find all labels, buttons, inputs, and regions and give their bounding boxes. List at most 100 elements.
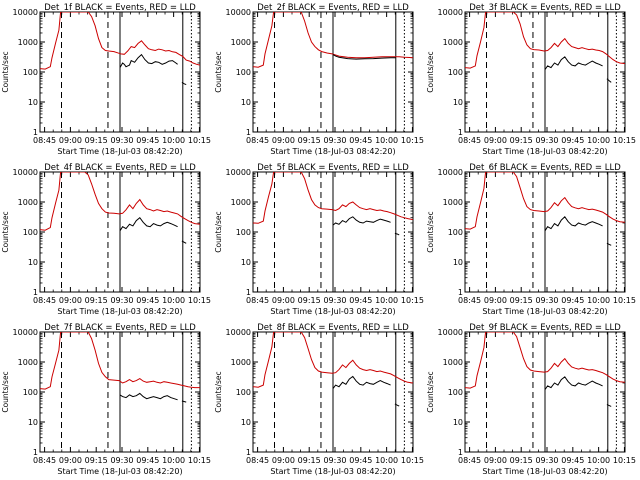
events-series-line [544,56,603,70]
x-tick-label: 09:30 [110,296,133,305]
y-axis-label: Counts/sec [426,211,435,252]
x-tick-label: 10:00 [162,456,185,465]
events-series-line [332,216,391,226]
x-tick-label: 09:00 [272,456,295,465]
x-tick-label: 09:30 [535,296,558,305]
x-tick-label: 10:00 [375,296,398,305]
x-tick-label: 09:45 [561,456,584,465]
y-tick-label: 10000 [226,168,251,177]
x-tick-label: 09:45 [349,296,372,305]
x-tick-label: 09:00 [484,296,507,305]
detector-panel: Det_4f BLACK = Events, RED = LLD 1 10 100 10… [1,163,211,316]
x-axis-label: Start Time (18-Jul-03 08:42:20) [482,147,607,156]
x-tick-label: 09:00 [484,136,507,145]
x-tick-label: 10:15 [613,296,636,305]
y-tick-label: 100 [448,388,463,397]
detector-panel: Det_8f BLACK = Events, RED = LLD 1 10 100 10… [214,323,424,476]
x-axis-label: Start Time (18-Jul-03 08:42:20) [270,307,395,316]
y-tick-label: 100 [23,68,38,77]
events-series-line [606,78,612,83]
y-axis-label: Counts/sec [214,211,223,252]
x-tick-label: 10:15 [401,296,424,305]
y-tick-label: 10000 [438,328,463,337]
lld-series-line [253,332,413,388]
panel-title: Det_3f BLACK = Events, RED = LLD [469,3,621,13]
x-tick-label: 09:45 [349,136,372,145]
events-series-line [606,242,612,246]
x-axis-label: Start Time (18-Jul-03 08:42:20) [270,467,395,476]
x-axis-label: Start Time (18-Jul-03 08:42:20) [270,147,395,156]
x-tick-label: 10:00 [162,296,185,305]
x-tick-label: 10:15 [188,456,211,465]
events-series-line [544,376,603,390]
y-tick-label: 10 [453,98,463,107]
y-tick-label: 10 [28,418,38,427]
events-series-line [332,54,396,60]
events-series-line [119,53,178,68]
y-tick-label: 1000 [443,38,463,47]
events-series-line [394,403,400,407]
detector-panel: Det_5f BLACK = Events, RED = LLD 1 10 100 10… [214,163,424,316]
y-axis-label: Counts/sec [1,51,10,92]
lld-series-line [40,172,200,231]
x-tick-label: 09:45 [136,296,159,305]
lld-series-line [40,12,200,70]
y-tick-label: 1 [458,288,463,297]
y-tick-label: 10 [241,258,251,267]
x-tick-label: 09:00 [59,456,82,465]
x-axis-label: Start Time (18-Jul-03 08:42:20) [57,147,182,156]
y-axis-label: Counts/sec [1,371,10,412]
y-tick-label: 100 [23,228,38,237]
x-tick-label: 08:45 [458,456,481,465]
y-tick-label: 1 [458,448,463,457]
x-tick-label: 10:00 [375,456,398,465]
y-tick-label: 10 [241,98,251,107]
x-axis-label: Start Time (18-Jul-03 08:42:20) [482,467,607,476]
lld-series-line [40,332,200,390]
x-tick-label: 09:15 [85,136,108,145]
x-tick-label: 08:45 [33,456,56,465]
y-tick-label: 10000 [438,168,463,177]
x-tick-label: 10:15 [613,456,636,465]
panel-title: Det_1f BLACK = Events, RED = LLD [44,3,196,13]
y-tick-label: 1 [246,448,251,457]
x-tick-label: 10:00 [375,136,398,145]
y-axis-label: Counts/sec [1,211,10,252]
x-tick-label: 08:45 [33,296,56,305]
x-tick-label: 09:30 [110,136,133,145]
events-series-line [544,216,603,232]
x-tick-label: 09:30 [535,456,558,465]
y-tick-label: 100 [23,388,38,397]
detector-panel: Det_3f BLACK = Events, RED = LLD 1 10 100 10… [426,3,636,156]
events-series-line [181,240,187,244]
x-tick-label: 09:00 [59,136,82,145]
x-tick-label: 09:15 [298,136,321,145]
x-tick-label: 10:00 [587,136,610,145]
x-tick-label: 08:45 [458,136,481,145]
x-tick-label: 10:00 [162,136,185,145]
events-series-line [606,404,612,407]
y-tick-label: 1 [458,128,463,137]
y-tick-label: 1000 [231,38,251,47]
y-tick-label: 1 [246,288,251,297]
x-tick-label: 09:45 [561,296,584,305]
x-tick-label: 09:30 [323,296,346,305]
y-tick-label: 10000 [226,328,251,337]
y-tick-label: 100 [448,68,463,77]
x-tick-label: 09:00 [484,456,507,465]
events-series-line [119,392,178,401]
events-series-line [181,81,187,86]
x-tick-label: 08:45 [33,136,56,145]
events-series-line [119,216,178,232]
y-tick-label: 10000 [13,328,38,337]
x-tick-label: 09:15 [510,456,533,465]
detector-panel: Det_1f BLACK = Events, RED = LLD 1 10 100 10… [1,3,211,156]
y-tick-label: 10 [28,258,38,267]
x-tick-label: 08:45 [246,136,269,145]
y-tick-label: 1 [33,448,38,457]
y-tick-label: 10000 [13,168,38,177]
x-tick-label: 09:15 [510,296,533,305]
panel-title: Det_9f BLACK = Events, RED = LLD [469,323,621,333]
y-tick-label: 10 [28,98,38,107]
